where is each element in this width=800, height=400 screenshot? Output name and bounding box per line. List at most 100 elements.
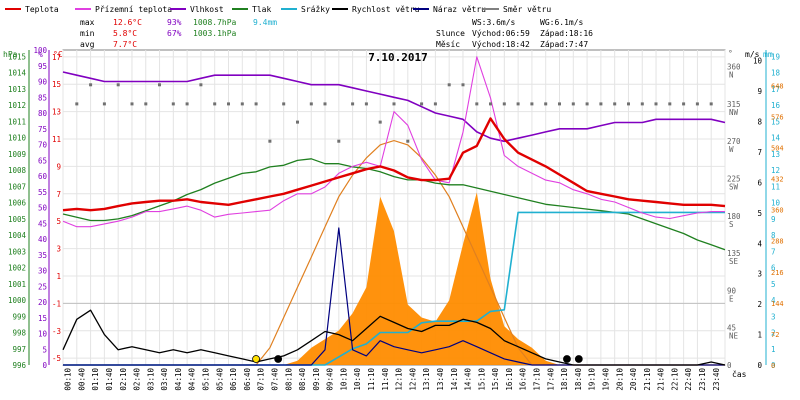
wind-direction-point [571,102,575,106]
wind-direction-point [433,102,437,106]
hum-tick-label: 30 [38,267,48,276]
x-tick-label: 01:40 [105,368,114,391]
dir-tick-cardinal: N [729,71,734,80]
x-tick-label: 09:40 [326,368,335,391]
dir-tick-cardinal: W [729,145,734,154]
x-tick-label: 06:10 [229,368,238,391]
unit-temp: °C [53,50,63,59]
x-tick-label: 04:10 [174,368,183,391]
x-tick-label: 21:40 [657,368,666,391]
temp-tick-label: 11 [52,135,61,144]
axes: 1015101410131012101110101009100810071006… [8,46,784,391]
x-tick-label: 23:10 [698,368,707,391]
unit-wind: m/s [745,50,760,59]
stats-max-hum: 93% [167,18,182,27]
rain-tick-label: 15 [771,117,780,126]
wind-direction-point [544,102,548,106]
hum-tick-label: 80 [38,109,48,118]
x-tick-label: 05:40 [215,368,224,391]
wind-direction-point [254,102,258,106]
hum-tick-label: 60 [38,172,48,181]
x-tick-label: 17:40 [546,368,555,391]
x-tick-label: 09:10 [312,368,321,391]
stats-min-temp: 5.8°C [113,29,137,38]
x-tick-label: 12:40 [408,368,417,391]
series-wind-line [62,309,726,366]
stats-min-hum: 67% [167,29,182,38]
wind-direction-point [323,102,327,106]
x-tick-label: 07:10 [257,368,266,391]
temp-tick-label: 13 [52,108,61,117]
rain-tick-label: 1 [771,345,776,354]
wind-direction-point [709,102,713,106]
x-tick-label: 19:10 [588,368,597,391]
x-tick-label: 22:40 [684,368,693,391]
unit-rain: mm [763,50,773,59]
wind-direction-point [282,102,286,106]
press-tick-label: 1010 [8,134,27,143]
dir-tick-cardinal: SE [729,257,739,266]
temp-tick-label: 1 [56,272,61,281]
press-tick-label: 1011 [8,117,26,126]
wind-tick-label: 1 [757,331,762,340]
solar-tick-label: 216 [771,269,784,277]
legend-label-feels: Přízemní teplota [95,5,172,14]
rain-tick-label: 11 [771,182,780,191]
press-tick-label: 996 [12,361,26,370]
x-tick-label: 00:10 [64,368,73,391]
wind-direction-point [530,102,534,106]
hum-tick-label: 55 [38,188,47,197]
info-moonset: Západ:7:47 [540,40,588,49]
solar-radiation-area [63,192,725,365]
press-tick-label: 1001 [8,280,26,289]
x-tick-label: 10:40 [353,368,362,391]
wind-direction-point [240,102,244,106]
press-tick-label: 998 [12,329,26,338]
x-tick-label: 17:10 [533,368,542,391]
press-tick-label: 1013 [8,85,26,94]
wind-tick-label: 10 [753,57,763,66]
wind-direction-point [682,102,686,106]
legend-label-press: Tlak [252,5,271,14]
chart-title: 7.10.2017 [368,51,428,64]
wind-tick-label: 2 [757,300,762,309]
hum-tick-label: 45 [38,219,47,228]
x-tick-label: 12:10 [395,368,404,391]
stats-max-temp: 12.6°C [113,18,142,27]
rain-tick-label: 12 [771,166,780,175]
unit-press: hPa [3,50,18,59]
info-block: WS:3.6m/s WG:6.1m/s Slunce Východ:06:59 … [436,18,593,49]
stats-max-rain: 9.4mm [253,18,277,27]
legend-label-temp: Teplota [25,5,59,14]
hum-tick-label: 0 [42,361,47,370]
rain-tick-label: 6 [771,264,776,273]
stats-max-press: 1008.7hPa [193,18,237,27]
hum-tick-label: 65 [38,156,47,165]
wind-direction-point [227,102,230,106]
dir-tick-cardinal: SW [729,182,739,191]
press-tick-label: 1007 [8,182,26,191]
wind-direction-point [613,102,617,106]
wind-direction-point [585,102,589,106]
sunrise-marker [252,355,260,363]
wind-direction-point [668,102,672,106]
temp-tick-label: -3 [52,327,61,336]
wind-tick-label: 7 [757,148,762,157]
hum-tick-label: 20 [38,298,48,307]
x-tick-label: 06:40 [243,368,252,391]
wind-direction-point [171,102,175,106]
dir-tick-label: 180 [727,212,741,221]
hum-tick-label: 100 [33,46,47,55]
press-tick-label: 1014 [8,69,27,78]
stats-avg-temp: 7.7°C [113,40,137,49]
info-wg: WG:6.1m/s [540,18,584,27]
x-tick-label: 07:40 [271,368,280,391]
unit-labels: hPa % °C ° m/s mm čas [3,49,773,379]
wind-direction-point [296,120,299,124]
stats-min-press: 1003.1hPa [193,29,237,38]
solar-tick-label: 360 [771,207,784,215]
rain-tick-label: 9 [771,215,776,224]
press-tick-label: 999 [12,312,26,321]
wind-direction-point [185,102,189,106]
